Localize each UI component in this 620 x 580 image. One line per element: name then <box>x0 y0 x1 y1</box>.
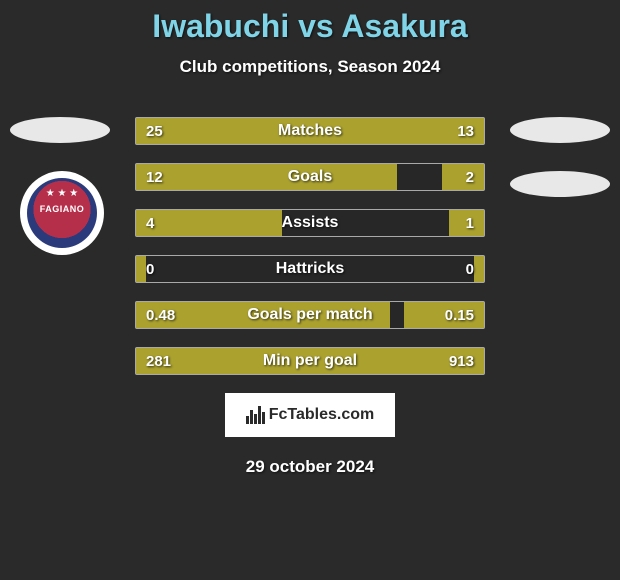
stat-bars: 2513Matches122Goals41Assists00Hattricks0… <box>135 117 485 375</box>
bar-left-fill <box>136 256 146 282</box>
stat-value-left: 4 <box>146 210 154 236</box>
player-badge-right <box>510 117 610 143</box>
stat-value-right: 913 <box>449 348 474 374</box>
club-logo-text: FAGIANO <box>40 204 85 214</box>
bar-left-fill <box>136 118 362 144</box>
stat-value-left: 25 <box>146 118 163 144</box>
player-badge-left <box>10 117 110 143</box>
stat-value-left: 0.48 <box>146 302 175 328</box>
date-label: 29 october 2024 <box>0 457 620 477</box>
stat-value-right: 2 <box>466 164 474 190</box>
stat-value-right: 0.15 <box>445 302 474 328</box>
stat-value-right: 0 <box>466 256 474 282</box>
stat-value-right: 13 <box>457 118 474 144</box>
stat-row: 281913Min per goal <box>135 347 485 375</box>
stat-value-left: 0 <box>146 256 154 282</box>
stat-value-left: 12 <box>146 164 163 190</box>
stat-label: Hattricks <box>136 256 484 282</box>
branding-text: FcTables.com <box>269 406 375 424</box>
bars-icon <box>246 406 265 424</box>
club-badge-left: ★ ★ ★ FAGIANO <box>20 171 104 255</box>
club-badge-right <box>510 171 610 197</box>
comparison-card: Iwabuchi vs Asakura Club competitions, S… <box>0 0 620 477</box>
stat-value-right: 1 <box>466 210 474 236</box>
stat-row: 0 0Hattricks <box>135 255 485 283</box>
branding-badge[interactable]: FcTables.com <box>225 393 395 437</box>
subtitle: Club competitions, Season 2024 <box>0 57 620 77</box>
stat-row: 122Goals <box>135 163 485 191</box>
bar-right-fill <box>442 164 484 190</box>
bar-left-fill <box>136 210 282 236</box>
chart-area: ★ ★ ★ FAGIANO 2513Matches122Goals41Assis… <box>0 117 620 477</box>
page-title: Iwabuchi vs Asakura <box>0 8 620 45</box>
star-icon: ★ ★ ★ <box>46 188 78 199</box>
stat-row: 0.480.15Goals per match <box>135 301 485 329</box>
stat-value-left: 281 <box>146 348 171 374</box>
club-logo-icon: ★ ★ ★ FAGIANO <box>27 178 97 248</box>
bar-right-fill <box>474 256 484 282</box>
stat-row: 41Assists <box>135 209 485 237</box>
bar-right-fill <box>220 348 484 374</box>
bar-left-fill <box>136 164 397 190</box>
stat-row: 2513Matches <box>135 117 485 145</box>
